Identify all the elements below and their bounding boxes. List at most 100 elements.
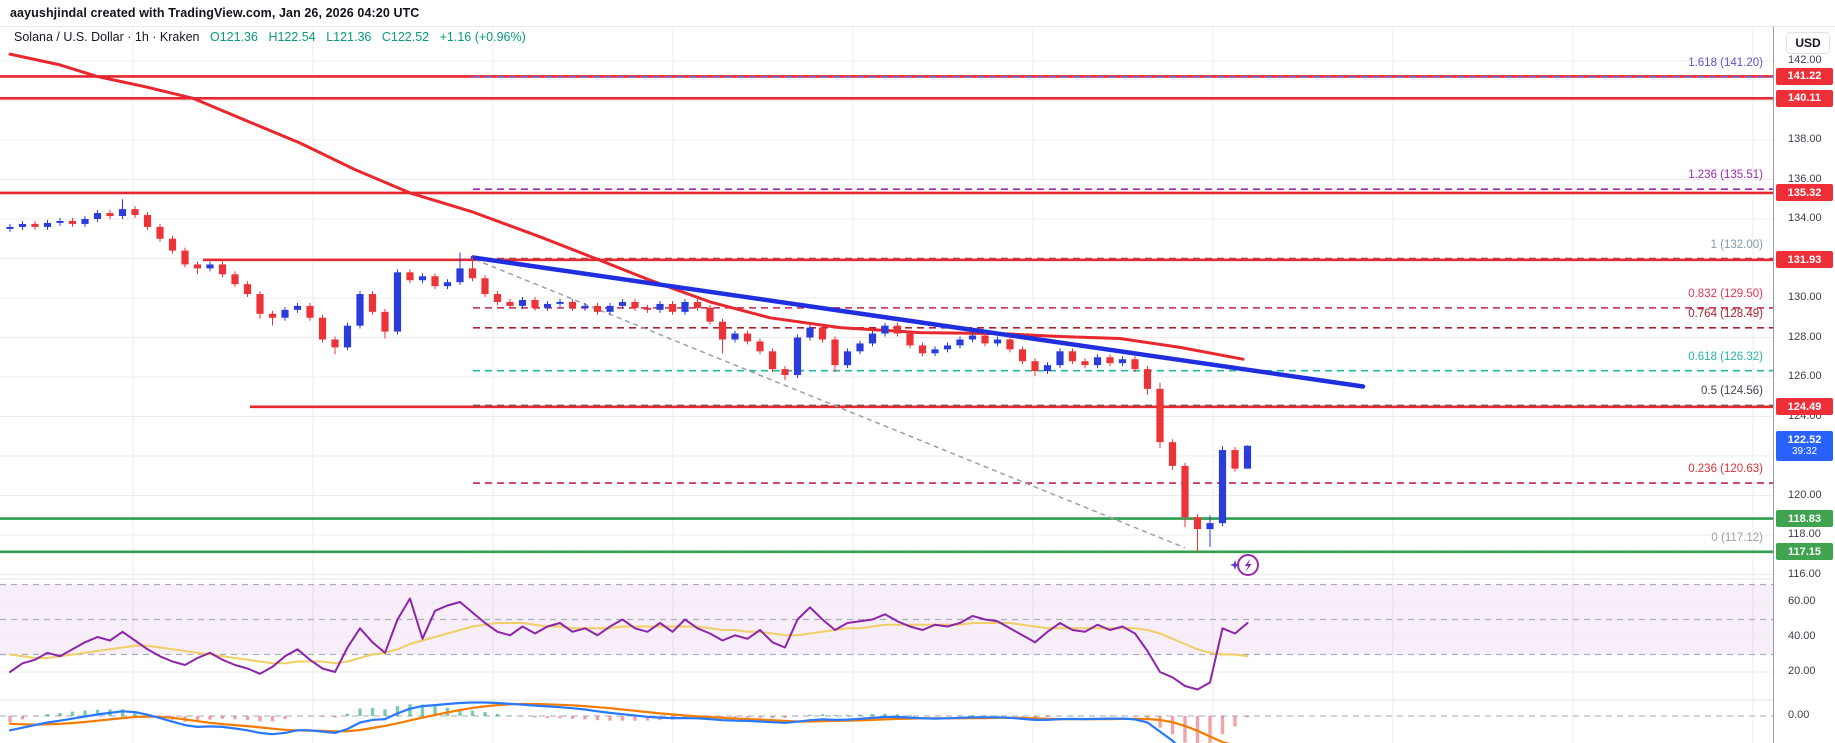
candle-down: [156, 226, 164, 239]
macd-histogram-bar: [545, 716, 550, 719]
candle-down: [243, 284, 252, 295]
macd-histogram-bar: [570, 716, 575, 719]
candle-up: [968, 335, 977, 340]
candle-down: [506, 301, 514, 306]
legend-low: L121.36: [326, 30, 372, 44]
macd-histogram-bar: [1170, 716, 1175, 735]
trendline[interactable]: [470, 255, 1366, 389]
price-badge-value: 141.22: [1787, 70, 1822, 83]
candle-up: [418, 276, 427, 281]
macd-histogram-bar: [833, 714, 837, 716]
attribution-text: aayushjindal created with TradingView.co…: [10, 6, 420, 20]
macd-histogram-bar: [83, 710, 87, 716]
macd-histogram-bar: [620, 716, 625, 721]
candle-up: [43, 222, 52, 227]
candle-down: [368, 294, 377, 312]
candle-down: [593, 305, 602, 312]
macd-histogram-bar: [70, 711, 75, 716]
last-price-badge: 122.52 39:32: [1776, 430, 1833, 461]
macd-histogram-bar: [958, 715, 962, 716]
axis-tick-label: 118.00: [1788, 528, 1821, 540]
macd-histogram-bar: [245, 716, 250, 721]
axis-tick-label: 40.00: [1788, 630, 1816, 642]
macd-histogram-bar: [133, 711, 137, 716]
price-level-badge: 135.32: [1776, 184, 1833, 202]
macd-histogram-bar: [1108, 715, 1112, 716]
candle-down: [231, 274, 239, 285]
price-axis[interactable]: USD 142.00 138.00 136.00 134.00 130.00 128.00…: [1773, 26, 1835, 743]
candle-up: [1118, 359, 1127, 364]
candle-up: [868, 333, 877, 344]
macd-signal-line: [8, 702, 1230, 743]
candle-down: [1143, 369, 1152, 389]
macd-histogram-bar: [1145, 716, 1150, 720]
candle-down: [1106, 357, 1114, 364]
candle-down: [493, 294, 502, 302]
candle-down: [1181, 465, 1189, 518]
macd-histogram-bar: [1245, 716, 1250, 718]
candle-down: [481, 278, 489, 295]
macd-histogram-bar: [1183, 716, 1187, 743]
macd-histogram-bar: [508, 715, 512, 716]
macd-histogram-bar: [195, 716, 200, 722]
macd-histogram-bar: [433, 706, 437, 716]
macd-histogram-bar: [858, 714, 862, 716]
candle-up: [293, 305, 302, 310]
candle-up: [81, 219, 89, 224]
candle-up: [856, 343, 864, 352]
candle-up: [18, 223, 27, 227]
candle-down: [756, 341, 764, 352]
symbol-title[interactable]: Solana / U.S. Dollar · 1h · Kraken: [14, 30, 200, 44]
candle-down: [268, 313, 277, 318]
currency-label[interactable]: USD: [1786, 32, 1830, 54]
candle-up: [881, 325, 889, 334]
candle-down: [1231, 450, 1239, 469]
fib-diagonal-line[interactable]: [474, 258, 1186, 549]
macd-histogram-bar: [8, 716, 12, 723]
axis-tick-label: 20.00: [1788, 665, 1816, 677]
macd-histogram-bar: [383, 709, 387, 716]
macd-histogram-bar: [458, 708, 462, 716]
candle-down: [918, 345, 927, 354]
axis-tick-label: 0.00: [1788, 709, 1810, 721]
candle-up: [931, 349, 939, 354]
macd-histogram-bar: [45, 714, 50, 716]
candle-down: [406, 272, 414, 281]
candle-down: [331, 339, 339, 348]
candle-down: [1018, 349, 1027, 362]
candle-up: [806, 327, 814, 338]
red-ma-line[interactable]: [8, 52, 1245, 361]
bar-countdown: 39:32: [1791, 445, 1818, 457]
macd-histogram-bar: [1220, 716, 1225, 735]
supercharged-lightning-icon[interactable]: [1229, 551, 1261, 586]
candle-down: [818, 327, 827, 340]
legend-open: O121.36: [209, 30, 258, 44]
candle-down: [306, 305, 314, 318]
axis-tick-label: 120.00: [1788, 488, 1822, 501]
candle-down: [1006, 339, 1014, 350]
candle-up: [731, 333, 739, 340]
legend-close: C122.52: [381, 30, 430, 44]
candle-up: [1243, 445, 1252, 469]
macd-histogram-bar: [770, 716, 775, 719]
macd-histogram-bar: [345, 713, 350, 716]
macd-histogram-bar: [970, 715, 975, 716]
price-level-badge: 117.15: [1776, 543, 1833, 561]
axis-tick-label: 128.00: [1788, 330, 1822, 343]
macd-histogram-bar: [520, 716, 525, 717]
price-badge-value: 124.49: [1787, 400, 1822, 413]
candle-down: [531, 299, 539, 308]
attribution-bar: aayushjindal created with TradingView.co…: [0, 0, 1835, 27]
macd-histogram-bar: [420, 704, 425, 716]
candle-up: [1206, 523, 1214, 530]
candle-down: [1131, 359, 1139, 370]
candle-down: [1081, 361, 1089, 366]
macd-histogram-bar: [20, 716, 25, 720]
price-badge-value: 135.32: [1787, 186, 1822, 199]
candle-down: [906, 333, 914, 346]
candle-up: [393, 272, 402, 332]
candle-down: [781, 369, 789, 376]
candle-down: [131, 209, 139, 216]
candle-down: [768, 351, 777, 370]
